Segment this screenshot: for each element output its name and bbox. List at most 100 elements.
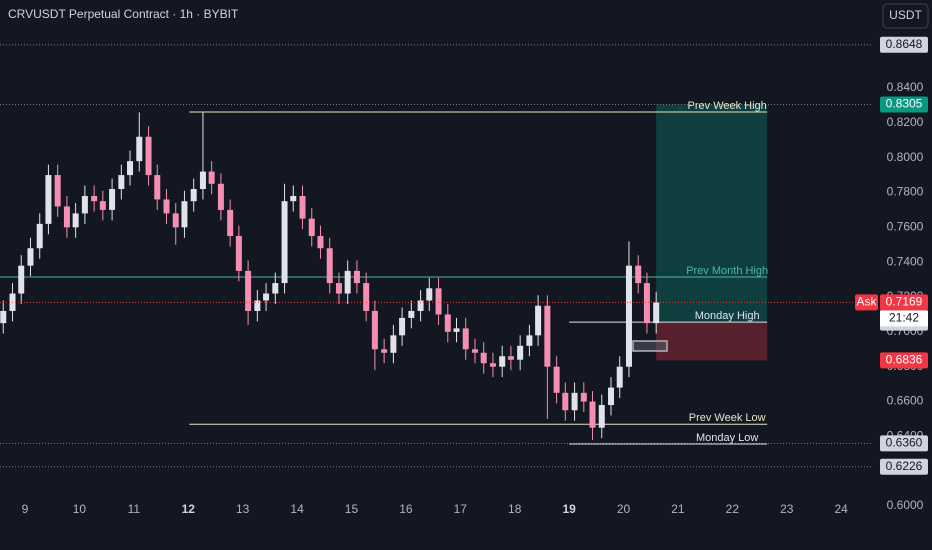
- candle-body: [36, 223, 43, 249]
- x-tick-label: 11: [128, 502, 141, 516]
- candle-body: [635, 265, 642, 284]
- candle-body: [353, 270, 360, 284]
- candle-body: [27, 248, 34, 266]
- candle-body: [81, 195, 88, 214]
- candle-body: [616, 366, 623, 388]
- price-marker-label: 0.7169: [886, 295, 923, 309]
- candle-body: [562, 392, 569, 411]
- x-tick-label: 10: [73, 502, 87, 516]
- candle-body: [489, 363, 496, 367]
- ask-tag-label: Ask: [856, 295, 877, 309]
- candle-body: [290, 195, 297, 202]
- candle-body: [344, 270, 351, 294]
- x-tick-label: 15: [345, 502, 359, 516]
- candle-body: [608, 387, 615, 406]
- candle-body: [99, 201, 106, 210]
- candle-body: [227, 209, 234, 237]
- price-marker: [880, 294, 928, 311]
- candle-body: [245, 270, 252, 311]
- plot-layer: Prev Week High Prev Month High Monday High…: [0, 44, 872, 468]
- candle-body: [109, 189, 116, 210]
- candle-body: [335, 283, 342, 294]
- candle-body: [462, 328, 469, 350]
- candle-body: [643, 283, 650, 324]
- candle-body: [444, 314, 451, 332]
- candle-body: [72, 213, 79, 228]
- level-label: Monday Low: [696, 432, 758, 444]
- candle-body: [371, 310, 378, 350]
- candle-body: [553, 366, 560, 393]
- x-tick-label: 12: [182, 502, 196, 516]
- candle-body: [589, 401, 596, 428]
- y-tick-label: 0.8200: [887, 115, 924, 129]
- candle-body: [63, 206, 70, 228]
- x-tick-label: 17: [454, 502, 468, 516]
- y-tick-label: 0.8400: [887, 80, 924, 94]
- candle-body: [299, 195, 306, 219]
- candle-body: [163, 199, 170, 214]
- candle-body: [18, 265, 25, 294]
- currency-button[interactable]: [882, 3, 929, 29]
- candle-body: [598, 405, 605, 428]
- candle-body: [517, 345, 524, 360]
- candle-body: [653, 302, 660, 324]
- x-tick-label: 18: [508, 502, 522, 516]
- price-marker-label: 0.8305: [886, 97, 923, 111]
- candle-body: [625, 265, 632, 367]
- candle-body: [235, 236, 242, 271]
- price-marker: [880, 36, 928, 53]
- candle-body: [254, 300, 261, 311]
- y-tick-label: 0.7800: [887, 185, 924, 199]
- countdown-label: 21:42: [889, 311, 919, 325]
- price-marker: [880, 458, 928, 475]
- ask-tag: [855, 294, 878, 311]
- price-marker: [880, 96, 928, 113]
- candle-body: [154, 175, 161, 200]
- candle-body: [535, 305, 542, 336]
- y-tick-label: 0.7400: [887, 254, 924, 268]
- candle-body: [408, 310, 415, 318]
- candle-body: [0, 310, 7, 324]
- level-label: Prev Month High: [686, 265, 768, 277]
- candle-body: [580, 392, 587, 402]
- countdown-box: [880, 310, 928, 327]
- candle-body: [417, 300, 424, 311]
- candle-body: [91, 195, 98, 202]
- candle-body: [136, 136, 143, 162]
- x-tick-label: 20: [617, 502, 631, 516]
- price-marker-label: 0.6836: [886, 353, 923, 367]
- candle-body: [317, 236, 324, 249]
- candle-body: [381, 349, 388, 353]
- candle-body: [54, 175, 61, 207]
- candle-body: [208, 171, 215, 184]
- x-tick-label: 14: [290, 502, 304, 516]
- currency-label[interactable]: USDT: [889, 8, 922, 22]
- y-tick-label: 0.6000: [887, 498, 924, 512]
- stop-zone: [656, 322, 768, 361]
- candle-body: [390, 335, 397, 353]
- candle-body: [172, 213, 179, 228]
- x-tick-label: 13: [236, 502, 250, 516]
- chart-title: CRVUSDT Perpetual Contract · 1h · BYBIT: [8, 7, 239, 21]
- target-zone: [656, 104, 768, 323]
- price-marker-label: 0.6226: [886, 459, 923, 473]
- candle-body: [363, 283, 370, 311]
- candle-body: [399, 317, 406, 336]
- level-label: Prev Week High: [688, 100, 767, 112]
- x-tick-label: 22: [726, 502, 740, 516]
- candle-body: [118, 175, 125, 190]
- x-tick-label: 19: [562, 502, 576, 516]
- candle-body: [499, 356, 506, 367]
- x-tick-label: 16: [399, 502, 413, 516]
- candle-body: [326, 248, 333, 284]
- candle-body: [426, 288, 433, 301]
- candle-body: [453, 328, 460, 332]
- x-tick-label: 24: [834, 502, 848, 516]
- x-tick-label: 21: [671, 502, 685, 516]
- candle-body: [526, 335, 533, 346]
- y-tick-label: 0.7600: [887, 220, 924, 234]
- candle-body: [480, 352, 487, 364]
